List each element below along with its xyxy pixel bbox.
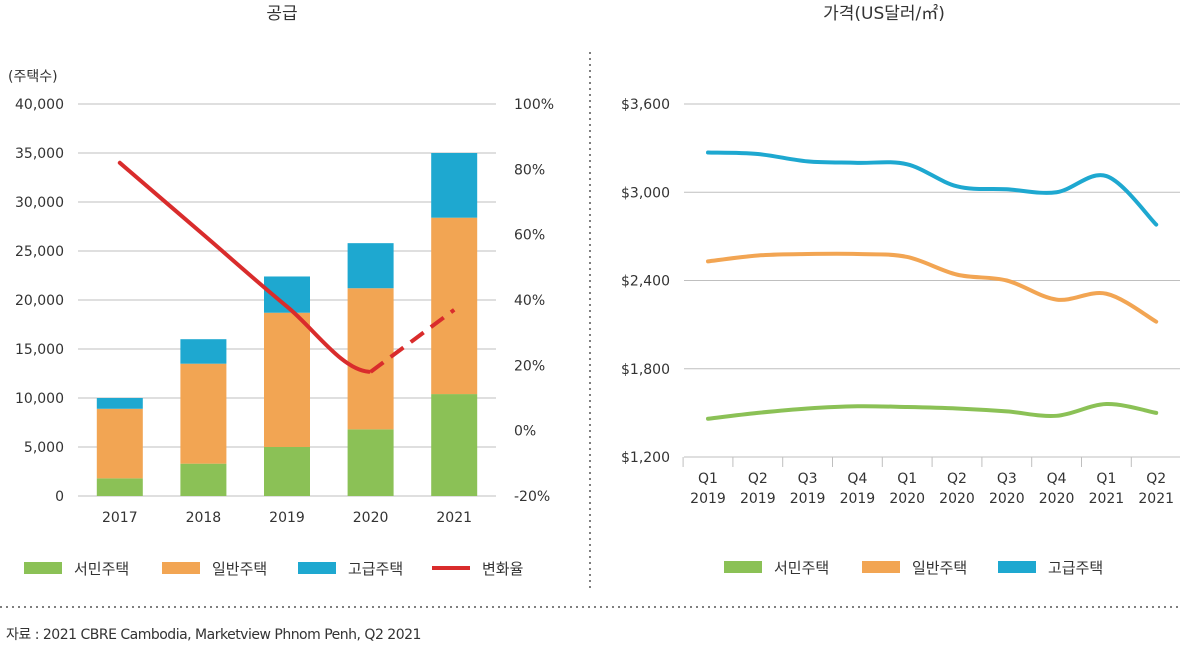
- price-x-tick-quarter: Q2: [748, 471, 768, 487]
- price-x-tick-year: 2020: [939, 491, 975, 507]
- bar-2017-segment-0: [96, 478, 143, 496]
- price-chart: 가격(US달러/㎡) $1,200 $1,800 $2,400 $3,000 $3,600…: [621, 4, 1180, 577]
- bar-2019-segment-1: [264, 312, 310, 447]
- supply-y-axis-label: (주택수): [8, 69, 58, 85]
- bar-2017-segment-1: [96, 408, 143, 479]
- supply-y-tick-label: 20,000: [15, 293, 64, 309]
- change-rate-line-forecast: [369, 308, 456, 374]
- supply-y2-tick-label: 100%: [514, 97, 554, 113]
- supply-x-tick-label: 2019: [269, 510, 305, 526]
- price-legend: 서민주택 일반주택 고급주택: [724, 559, 1103, 577]
- price-x-tick-quarter: Q2: [947, 471, 967, 487]
- legend-swatch-p2: [998, 561, 1036, 573]
- bar-2021-segment-1: [431, 217, 478, 395]
- price-x-tick-year: 2021: [1089, 491, 1125, 507]
- supply-y-tick-label: 5,000: [24, 440, 64, 456]
- supply-chart: 공급 (주택수) 0 5,000 10,000 15,000 20,000 25,000 30,…: [8, 4, 554, 578]
- price-y-tick-label: $3,000: [621, 185, 670, 201]
- price-x-tick-year: 2019: [790, 491, 826, 507]
- legend-swatch-s2: [298, 562, 336, 574]
- bar-2018-segment-1: [180, 363, 227, 464]
- price-y-tick-label: $3,600: [621, 97, 670, 113]
- legend-label-s0: 서민주택: [74, 560, 129, 578]
- price-x-tick-quarter: Q1: [698, 471, 718, 487]
- bar-2020-segment-1: [347, 288, 394, 430]
- bar-2021-segment-0: [431, 394, 478, 496]
- dividers: [0, 52, 1180, 608]
- supply-legend: 서민주택 일반주택 고급주택 변화율: [24, 560, 523, 578]
- bar-2019-segment-0: [264, 447, 310, 496]
- bar-2020-segment-0: [347, 429, 394, 496]
- price-x-tick-year: 2019: [740, 491, 776, 507]
- legend-label-p0: 서민주택: [774, 559, 829, 577]
- legend-swatch-p0: [724, 561, 762, 573]
- source-note: 자료 : 2021 CBRE Cambodia, Marketview Phno…: [6, 627, 421, 643]
- legend-swatch-s1: [162, 562, 200, 574]
- price-line-1: [706, 251, 1159, 324]
- price-line-2: [706, 150, 1159, 227]
- change-rate-line: [117, 160, 457, 374]
- bar-2020-segment-2: [347, 243, 394, 289]
- supply-y-tick-label: 25,000: [15, 244, 64, 260]
- supply-x-tick-label: 2020: [353, 510, 389, 526]
- legend-swatch-p1: [862, 561, 900, 573]
- supply-y2-tick-label: 60%: [514, 228, 545, 244]
- supply-chart-title: 공급: [266, 4, 297, 24]
- supply-y-tick-label: 0: [55, 489, 64, 505]
- supply-y-tick-label: 15,000: [15, 342, 64, 358]
- legend-label-p2: 고급주택: [1048, 559, 1103, 577]
- price-x-tick-year: 2020: [989, 491, 1025, 507]
- bar-2018-segment-2: [180, 339, 227, 364]
- price-y-tick-label: $1,800: [621, 362, 670, 378]
- price-x-tick-year: 2020: [1039, 491, 1075, 507]
- supply-y2-tick-label: -20%: [514, 489, 550, 505]
- bar-2017-segment-2: [96, 398, 143, 409]
- price-line-0: [706, 402, 1159, 421]
- price-x-tick-quarter: Q3: [798, 471, 818, 487]
- legend-label-s1: 일반주택: [212, 560, 267, 578]
- supply-y-tick-label: 35,000: [15, 146, 64, 162]
- legend-label-p1: 일반주택: [912, 559, 967, 577]
- price-x-tick-quarter: Q4: [1047, 471, 1067, 487]
- price-x-tick-quarter: Q3: [997, 471, 1017, 487]
- price-y-tick-label: $1,200: [621, 450, 670, 466]
- supply-y-tick-label: 40,000: [15, 97, 64, 113]
- supply-y2-tick-label: 0%: [514, 424, 536, 440]
- legend-label-s2: 고급주택: [348, 560, 403, 578]
- bar-2021-segment-2: [431, 153, 478, 218]
- bar-2018-segment-0: [180, 463, 227, 496]
- price-x-tick-year: 2019: [840, 491, 876, 507]
- price-x-tick-quarter: Q1: [1096, 471, 1116, 487]
- price-x-tick-quarter: Q1: [897, 471, 917, 487]
- price-x-tick-year: 2020: [889, 491, 925, 507]
- price-x-tick-year: 2019: [690, 491, 726, 507]
- supply-x-tick-label: 2017: [102, 510, 138, 526]
- legend-label-line: 변화율: [482, 560, 523, 578]
- supply-y2-tick-label: 20%: [514, 358, 545, 374]
- price-x-tick-year: 2021: [1138, 491, 1174, 507]
- supply-x-tick-label: 2018: [186, 510, 222, 526]
- supply-x-tick-label: 2021: [436, 510, 472, 526]
- price-x-tick-quarter: Q2: [1146, 471, 1166, 487]
- price-chart-title: 가격(US달러/㎡): [823, 4, 945, 24]
- supply-y2-tick-label: 80%: [514, 162, 545, 178]
- price-x-tick-quarter: Q4: [847, 471, 867, 487]
- supply-y-tick-label: 30,000: [15, 195, 64, 211]
- legend-swatch-s0: [24, 562, 62, 574]
- supply-y2-tick-label: 40%: [514, 293, 545, 309]
- price-y-tick-label: $2,400: [621, 274, 670, 290]
- supply-y-tick-label: 10,000: [15, 391, 64, 407]
